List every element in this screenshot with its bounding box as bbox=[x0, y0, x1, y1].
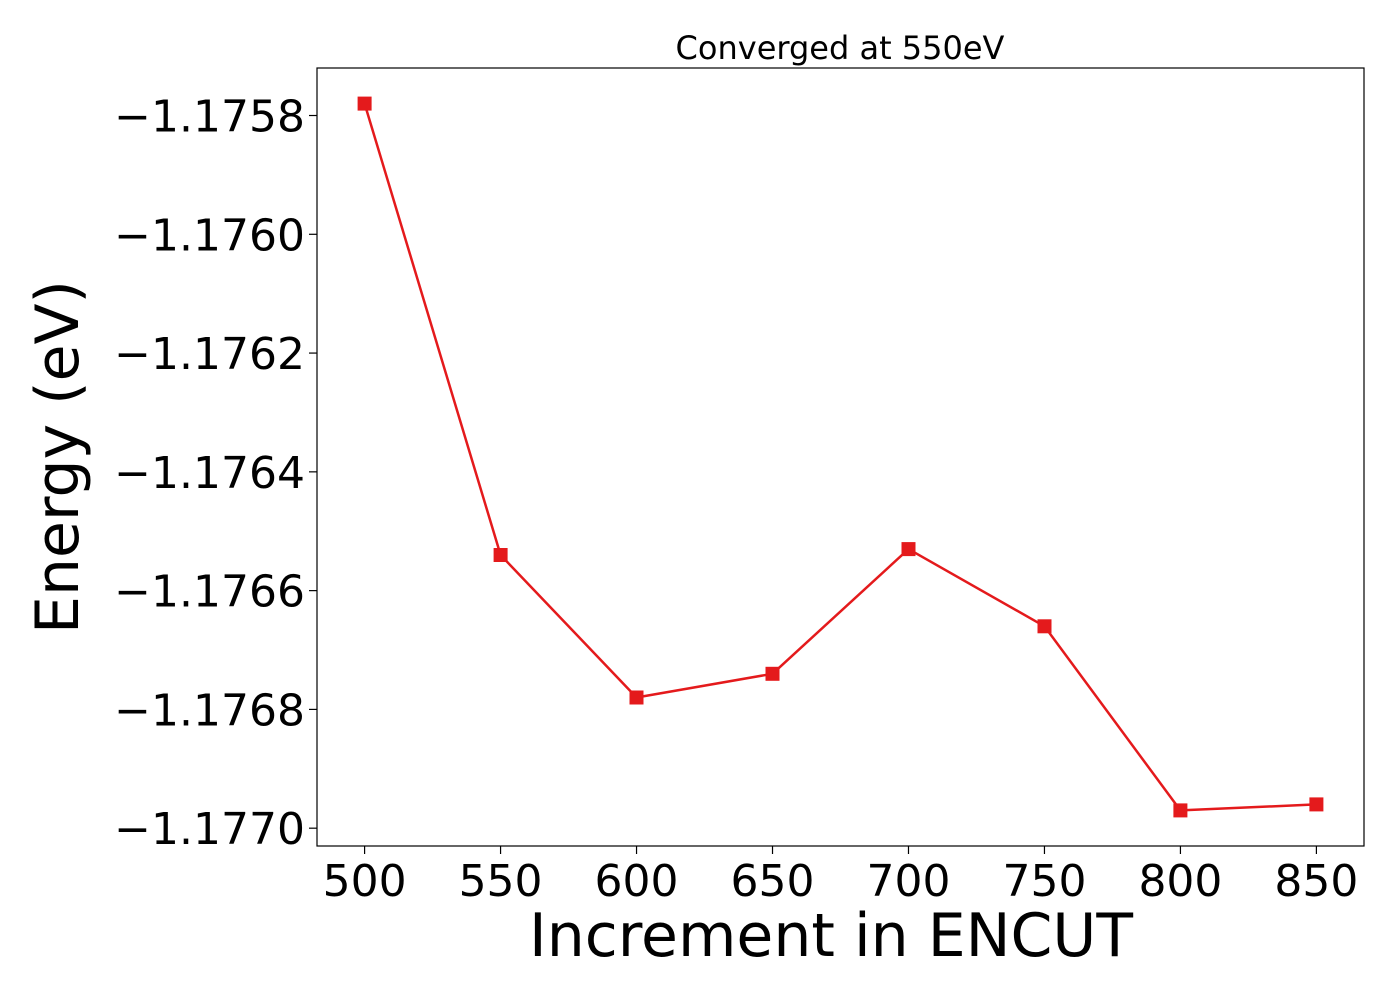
y-tick-label: −1.1768 bbox=[114, 685, 305, 736]
x-tick-label: 650 bbox=[731, 856, 815, 907]
x-tick-label: 750 bbox=[1002, 856, 1086, 907]
x-tick-label: 800 bbox=[1138, 856, 1222, 907]
y-tick-label: −1.1760 bbox=[114, 210, 305, 261]
data-point-marker bbox=[493, 548, 508, 562]
y-axis-label: Energy (eV) bbox=[23, 280, 93, 634]
plot-frame bbox=[316, 67, 1365, 847]
x-tick-label: 700 bbox=[866, 856, 950, 907]
data-point-marker bbox=[629, 690, 644, 705]
x-tick-label: 500 bbox=[323, 856, 407, 907]
x-axis-label: Increment in ENCUT bbox=[529, 901, 1133, 971]
series-line bbox=[363, 103, 1317, 812]
data-point-marker bbox=[1037, 619, 1052, 634]
data-point-marker bbox=[1309, 797, 1324, 812]
data-point-marker bbox=[765, 666, 780, 681]
x-tick-label: 850 bbox=[1274, 856, 1358, 907]
y-tick-label: −1.1758 bbox=[114, 92, 305, 143]
y-tick-label: −1.1762 bbox=[114, 329, 305, 380]
data-point-marker bbox=[901, 542, 916, 557]
y-tick-label: −1.1766 bbox=[114, 567, 305, 618]
y-tick-label: −1.1764 bbox=[114, 448, 305, 499]
x-tick-label: 550 bbox=[459, 856, 543, 907]
y-tick-label: −1.1770 bbox=[114, 804, 305, 855]
x-tick-label: 600 bbox=[595, 856, 679, 907]
data-point-marker bbox=[1173, 803, 1188, 818]
chart-title: Converged at 550eV bbox=[676, 29, 1005, 67]
data-point-marker bbox=[357, 96, 372, 111]
